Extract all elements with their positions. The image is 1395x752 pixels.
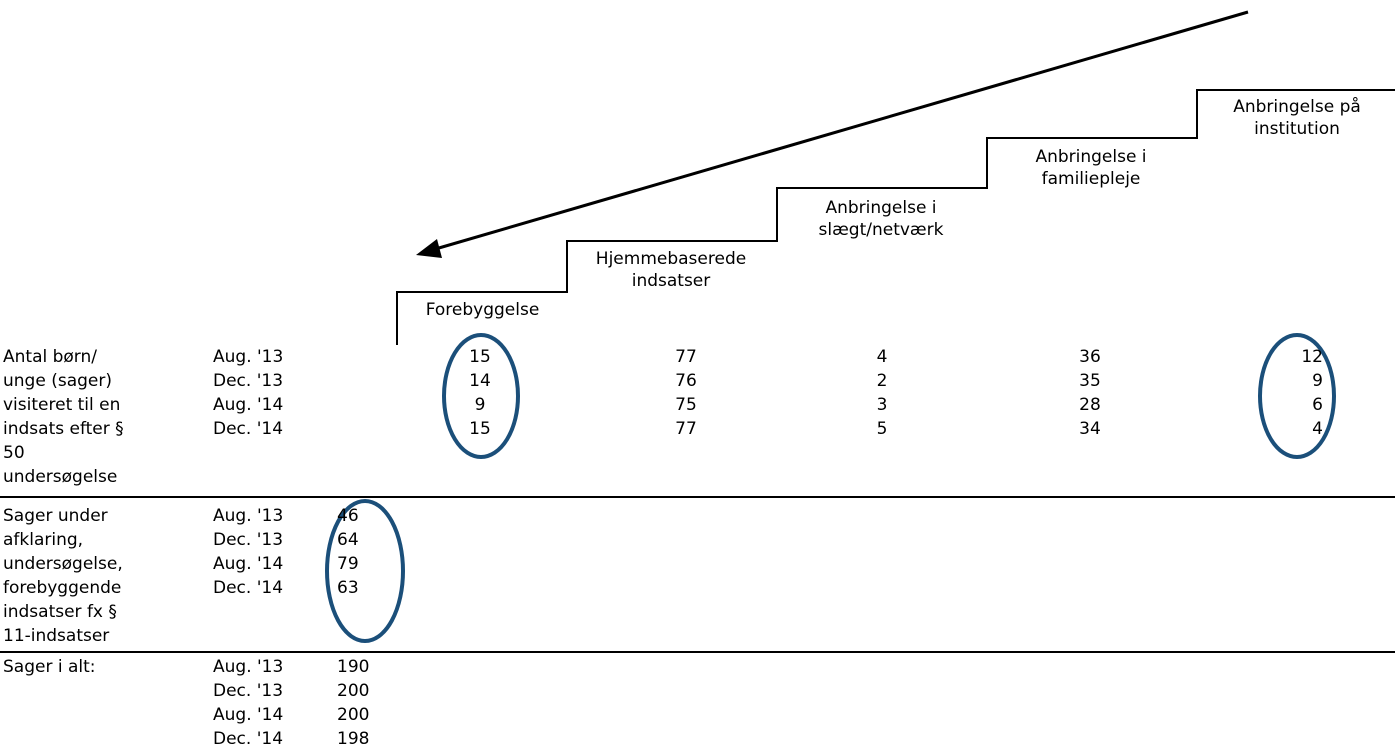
step-label: Anbringelse i slægt/netværk (818, 198, 944, 240)
period-label: Dec. '13 (213, 681, 284, 701)
section1-label-line: indsats efter § (3, 419, 124, 439)
period-label: Aug. '13 (213, 347, 284, 367)
highlight-afklaring (325, 499, 405, 643)
step-institution: Anbringelse på institution (1199, 96, 1395, 140)
value-institution: 4 (1312, 419, 1323, 439)
section1-label-line: undersøgelse (3, 467, 118, 487)
value-forebyggelse: 15 (469, 347, 491, 367)
period-label: Dec. '14 (213, 578, 284, 598)
section1-label-line: visiteret til en (3, 395, 121, 415)
value-slaegt: 5 (876, 419, 888, 439)
value-total: 200 (337, 681, 370, 701)
value-total: 200 (337, 705, 370, 725)
value-institution: 6 (1312, 395, 1323, 415)
period-label: Aug. '13 (213, 657, 284, 677)
value-slaegt: 3 (876, 395, 888, 415)
section2-label-line: 11-indsatser (3, 626, 110, 646)
section1-label-line: 50 (3, 443, 25, 463)
value-afklaring: 79 (337, 554, 359, 574)
period-label: Dec. '13 (213, 371, 284, 391)
value-hjemmebaserede: 77 (675, 347, 697, 367)
section2-label-line: Sager under (3, 506, 108, 526)
arrowhead-icon (416, 239, 442, 258)
value-hjemmebaserede: 76 (675, 371, 697, 391)
step-familiepleje: Anbringelse i familiepleje (989, 146, 1193, 190)
direction-arrow (431, 10, 1249, 252)
value-familiepleje: 28 (1079, 395, 1101, 415)
period-label: Aug. '14 (213, 705, 284, 725)
section1-label-line: unge (sager) (3, 371, 112, 391)
section1-label-line: Antal børn/ (3, 347, 97, 367)
step-label: Anbringelse i familiepleje (1035, 147, 1147, 189)
step-hjemmebaserede: Hjemmebaserede indsatser (569, 248, 773, 292)
section3-label: Sager i alt: (3, 657, 96, 677)
period-label: Aug. '14 (213, 554, 284, 574)
value-familiepleje: 34 (1079, 419, 1101, 439)
value-forebyggelse: 14 (469, 371, 491, 391)
step-label: Anbringelse på institution (1233, 97, 1361, 139)
step-label: Hjemmebaserede indsatser (595, 249, 747, 291)
step-label: Forebyggelse (425, 300, 540, 320)
value-forebyggelse: 9 (474, 395, 486, 415)
value-institution: 9 (1312, 371, 1323, 391)
value-slaegt: 4 (876, 347, 888, 367)
value-hjemmebaserede: 77 (675, 419, 697, 439)
value-total: 198 (337, 729, 370, 749)
period-label: Dec. '14 (213, 729, 284, 749)
staircase-line (396, 89, 1395, 345)
value-familiepleje: 35 (1079, 371, 1101, 391)
value-afklaring: 64 (337, 530, 359, 550)
section2-label-line: indsatser fx § (3, 602, 117, 622)
period-label: Aug. '13 (213, 506, 284, 526)
value-slaegt: 2 (876, 371, 888, 391)
period-label: Dec. '14 (213, 419, 284, 439)
value-institution: 12 (1301, 347, 1323, 367)
section2-label-line: afklaring, (3, 530, 84, 550)
period-label: Aug. '14 (213, 395, 284, 415)
step-forebyggelse: Forebyggelse (400, 299, 565, 321)
value-afklaring: 63 (337, 578, 359, 598)
value-familiepleje: 36 (1079, 347, 1101, 367)
section2-label-line: undersøgelse, (3, 554, 123, 574)
highlight-institution (1258, 333, 1336, 459)
value-total: 190 (337, 657, 370, 677)
period-label: Dec. '13 (213, 530, 284, 550)
value-afklaring: 46 (337, 506, 359, 526)
value-hjemmebaserede: 75 (675, 395, 697, 415)
value-forebyggelse: 15 (469, 419, 491, 439)
section2-label-line: forebyggende (3, 578, 122, 598)
highlight-forebyggelse (442, 333, 520, 459)
step-slaegt: Anbringelse i slægt/netværk (779, 197, 983, 241)
